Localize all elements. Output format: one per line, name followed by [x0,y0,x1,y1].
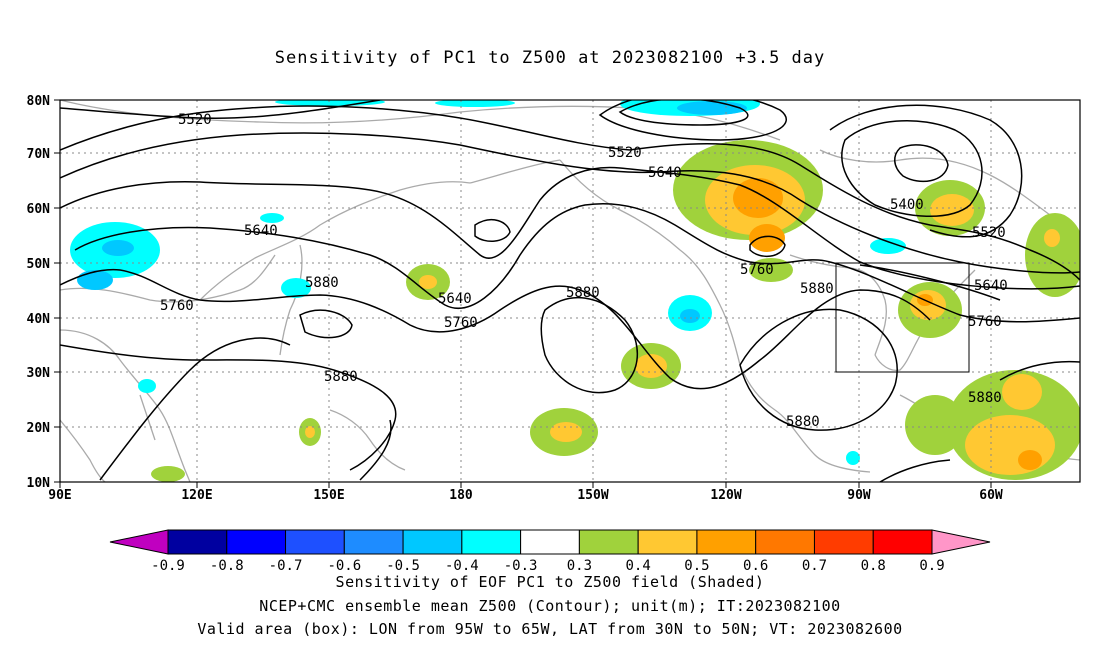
x-tick-label: 150E [313,488,344,503]
contour-label: 5880 [968,390,1002,406]
y-tick-label: 20N [27,421,51,436]
colorbar-tick-label: 0.3 [567,558,592,574]
colorbar-tick-label: 0.7 [802,558,827,574]
caption-line-2: NCEP+CMC ensemble mean Z500 (Contour); u… [259,597,841,615]
contour-label: 5880 [305,275,339,291]
y-axis: 10N 20N 30N 40N 50N 60N 70N 80N [27,94,51,491]
valid-area-box [835,262,970,373]
colorbar-arrow-low [109,529,169,555]
chart-title: Sensitivity of PC1 to Z500 at 2023082100… [274,48,826,68]
colorbar-tick-label: 0.8 [861,558,886,574]
y-tick-label: 10N [27,476,51,491]
x-tick-label: 60W [979,488,1003,503]
y-tick-label: 30N [27,366,51,381]
x-tick-label: 90E [48,488,71,503]
contour-label: 5520 [608,145,642,161]
colorbar-swatch [167,529,228,555]
y-tick-label: 40N [27,312,51,327]
colorbar-tick-label: -0.4 [445,558,479,574]
colorbar-swatch [520,529,580,555]
contour-label: 5880 [324,369,358,385]
contour-label: 5640 [244,223,278,239]
y-tick-label: 50N [27,257,51,272]
contour-label: 5640 [974,278,1008,294]
colorbar-tick-label: -0.6 [327,558,361,574]
colorbar-swatch [578,529,639,555]
contour-label: 5760 [160,298,194,314]
contour-label: 5760 [444,315,478,331]
contour-label: 5760 [968,314,1002,330]
colorbar-swatch [461,529,522,555]
grid-lines [60,100,1080,482]
colorbar-swatch [226,529,287,555]
colorbar-tick-label: 0.5 [684,558,709,574]
colorbar-swatch [637,529,698,555]
colorbar-labels: -0.9 -0.8 -0.7 -0.6 -0.5 -0.4 -0.3 0.3 0.4 0.5 0.6… [151,558,945,574]
colorbar-tick-label: 0.4 [626,558,651,574]
contour-label: 5400 [890,197,924,213]
plot-frame [59,99,1081,483]
x-tick-label: 90W [847,488,871,503]
contour-label: 5880 [800,281,834,297]
contour-label: 5520 [972,225,1006,241]
y-tick-label: 80N [27,94,51,109]
y-tick-label: 70N [27,147,51,162]
x-tick-label: 120E [181,488,212,503]
x-tick-label: 150W [577,488,608,503]
colorbar-tick-label: 0.6 [743,558,768,574]
colorbar-swatch [813,529,874,555]
contour-labels: 5520 5520 5640 5400 5520 5640 5760 5880 … [160,112,1008,430]
colorbar-tick-label: -0.5 [386,558,420,574]
caption-line-1: Sensitivity of EOF PC1 to Z500 field (Sh… [335,573,765,591]
y-tick-label: 60N [27,202,51,217]
colorbar [109,529,991,555]
contour-label: 5760 [740,262,774,278]
x-tick-label: 120W [710,488,741,503]
colorbar-swatch [696,529,757,555]
colorbar-swatch [285,529,345,555]
contour-label: 5880 [786,414,820,430]
colorbar-swatch [872,529,933,555]
colorbar-swatch [343,529,404,555]
colorbar-swatch [402,529,463,555]
contour-label: 5520 [178,112,212,128]
contour-label: 5640 [648,165,682,181]
x-tick-label: 180 [449,488,473,503]
colorbar-tick-label: 0.9 [919,558,944,574]
contour-label: 5640 [438,291,472,307]
contour-label: 5880 [566,285,600,301]
caption-line-3: Valid area (box): LON from 95W to 65W, L… [197,620,903,638]
colorbar-tick-label: -0.8 [210,558,244,574]
colorbar-swatch [755,529,815,555]
tick-marks [54,99,992,488]
colorbar-arrow-high [931,529,991,555]
colorbar-tick-label: -0.9 [151,558,185,574]
colorbar-tick-label: -0.3 [504,558,538,574]
x-axis: 90E 120E 150E 180 150W 120W 90W 60W [48,488,1003,503]
z500-contours [60,100,1080,482]
colorbar-tick-label: -0.7 [269,558,303,574]
